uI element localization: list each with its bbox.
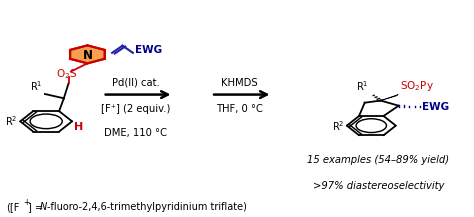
Text: N: N [82, 49, 92, 62]
Text: THF, 0 °C: THF, 0 °C [216, 104, 263, 113]
Text: O$_2$S: O$_2$S [55, 67, 77, 81]
Text: H: H [74, 122, 84, 132]
Polygon shape [70, 45, 105, 63]
Text: 15 examples (54–89% yield): 15 examples (54–89% yield) [307, 155, 449, 165]
Text: KHMDS: KHMDS [221, 78, 258, 88]
Text: -fluoro-2,4,6-trimethylpyridinium triflate): -fluoro-2,4,6-trimethylpyridinium trifla… [46, 202, 246, 212]
Text: DME, 110 °C: DME, 110 °C [104, 128, 167, 138]
Text: R$^2$: R$^2$ [332, 119, 345, 133]
Text: EWG: EWG [422, 102, 449, 112]
Text: N: N [40, 202, 47, 212]
Text: EWG: EWG [135, 45, 162, 55]
Text: R$^2$: R$^2$ [6, 114, 18, 128]
Text: ([F: ([F [6, 202, 19, 212]
Text: R$^1$: R$^1$ [356, 79, 369, 93]
Text: SO$_2$Py: SO$_2$Py [400, 79, 433, 93]
Text: R$^1$: R$^1$ [30, 79, 43, 93]
Text: ] =: ] = [28, 202, 46, 212]
Text: >97% diastereoselectivity: >97% diastereoselectivity [313, 181, 444, 191]
Text: Pd(II) cat.: Pd(II) cat. [112, 78, 160, 88]
Polygon shape [381, 95, 398, 100]
Text: +: + [23, 198, 29, 207]
Text: [F⁺] (2 equiv.): [F⁺] (2 equiv.) [101, 104, 170, 113]
